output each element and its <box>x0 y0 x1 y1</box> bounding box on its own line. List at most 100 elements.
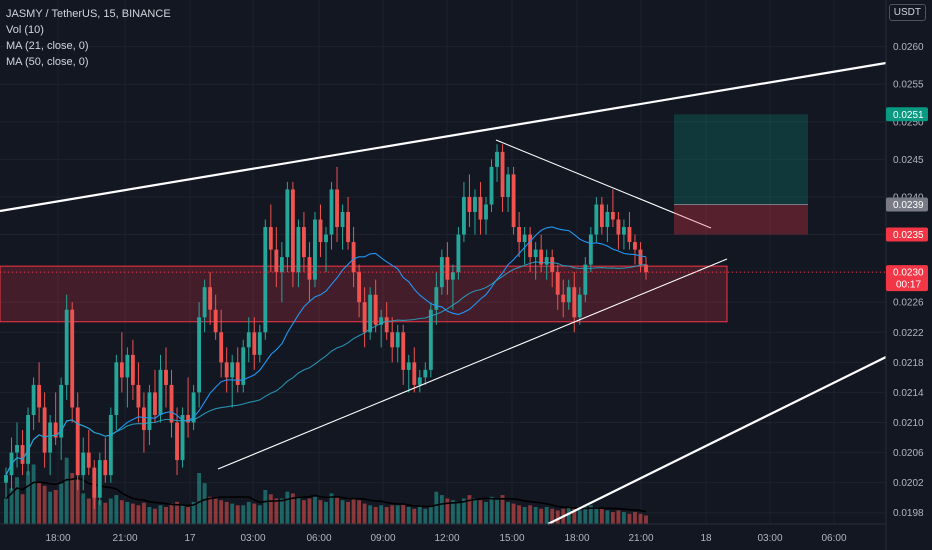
volume-bar <box>20 494 25 524</box>
candle <box>246 317 251 363</box>
volume-bar <box>335 496 339 524</box>
candle <box>528 227 533 273</box>
volume-bar <box>583 507 588 524</box>
candle <box>158 354 163 423</box>
volume-bar <box>566 507 571 524</box>
price-badge-countdown: 00:17 <box>896 280 921 291</box>
x-tick-label: 09:00 <box>370 533 395 544</box>
legend-ma50[interactable]: MA (50, close, 0) <box>6 56 89 68</box>
candle <box>599 196 604 235</box>
volume-bar <box>224 501 229 524</box>
candle <box>638 242 643 273</box>
x-tick-label: 06:00 <box>821 533 846 544</box>
volume-bar <box>197 473 202 524</box>
candle <box>633 234 637 265</box>
candle <box>395 324 400 363</box>
candle <box>417 369 422 393</box>
volume-bar <box>616 510 621 524</box>
candle <box>434 272 439 325</box>
candle <box>263 219 268 340</box>
price-badge-label: 0.0230 <box>893 268 924 279</box>
volume-bar <box>208 496 213 524</box>
volume-bar <box>86 498 91 524</box>
x-tick-label: 18:00 <box>45 533 70 544</box>
candle <box>368 287 373 340</box>
volume-bar <box>528 505 533 524</box>
y-tick-label: 0.0202 <box>893 478 924 489</box>
candle <box>296 219 301 288</box>
candle <box>197 302 202 408</box>
volume-bar <box>9 488 14 524</box>
candle <box>290 181 295 288</box>
volume-bar <box>379 505 384 524</box>
price-badge-label: 0.0235 <box>893 230 924 241</box>
legend-ma21[interactable]: MA (21, close, 0) <box>6 40 89 52</box>
volume-bar <box>186 507 190 524</box>
stop-zone <box>674 204 808 235</box>
volume-bar <box>450 500 455 524</box>
candle <box>307 242 312 303</box>
volume-bar <box>357 500 362 524</box>
volume-bar <box>478 500 483 524</box>
candle <box>169 369 174 438</box>
candle <box>313 212 317 288</box>
candle <box>147 384 152 446</box>
currency-button[interactable]: USDT <box>888 4 926 21</box>
volume-bar <box>313 495 317 524</box>
candle <box>175 407 179 476</box>
volume-bar <box>252 503 257 524</box>
volume-bar <box>368 505 373 524</box>
candle <box>15 422 19 468</box>
candle <box>20 430 25 476</box>
candle <box>257 324 262 363</box>
volume-bar <box>445 498 450 524</box>
volume-bar <box>362 503 367 524</box>
volume-bar <box>59 483 64 524</box>
legend-symbol[interactable]: JASMY / TetherUS, 15, BINANCE <box>6 8 171 20</box>
volume-bar <box>246 501 251 524</box>
volume-bar <box>53 490 58 524</box>
candle <box>522 227 527 265</box>
candle <box>533 242 538 280</box>
candle <box>588 227 593 273</box>
candle <box>500 144 505 213</box>
volume-bar <box>495 498 499 524</box>
legend-volume[interactable]: Vol (10) <box>6 24 44 36</box>
volume-bar <box>142 502 146 524</box>
volume-bar <box>473 498 477 524</box>
volume-bar <box>81 493 86 524</box>
volume-bar <box>395 505 400 524</box>
candle <box>268 204 273 273</box>
volume-bar <box>627 513 632 524</box>
volume-bar <box>241 505 246 524</box>
candle <box>423 362 428 385</box>
candle <box>362 287 367 348</box>
candle <box>495 144 499 182</box>
volume-bar <box>136 505 141 524</box>
candle <box>191 384 196 431</box>
candle <box>390 317 395 363</box>
x-tick-label: 06:00 <box>306 533 331 544</box>
volume-bar <box>64 457 69 524</box>
volume-bar <box>31 464 36 524</box>
volume-bar <box>175 501 179 524</box>
candle <box>566 279 571 310</box>
candle <box>241 339 246 393</box>
x-tick-label: 15:00 <box>499 533 524 544</box>
volume-bar <box>351 498 356 524</box>
candle <box>539 234 544 273</box>
candle <box>511 166 516 235</box>
volume-bar <box>412 508 417 524</box>
volume-bar <box>610 512 615 524</box>
candle <box>26 407 30 476</box>
volume-bar <box>130 503 135 524</box>
volume-bar <box>97 500 102 524</box>
channel-lower-line <box>547 356 887 525</box>
volume-bar <box>484 501 488 524</box>
volume-bar <box>274 498 279 524</box>
candle <box>53 392 58 446</box>
volume-bar <box>346 501 350 524</box>
volume-bar <box>119 500 124 524</box>
